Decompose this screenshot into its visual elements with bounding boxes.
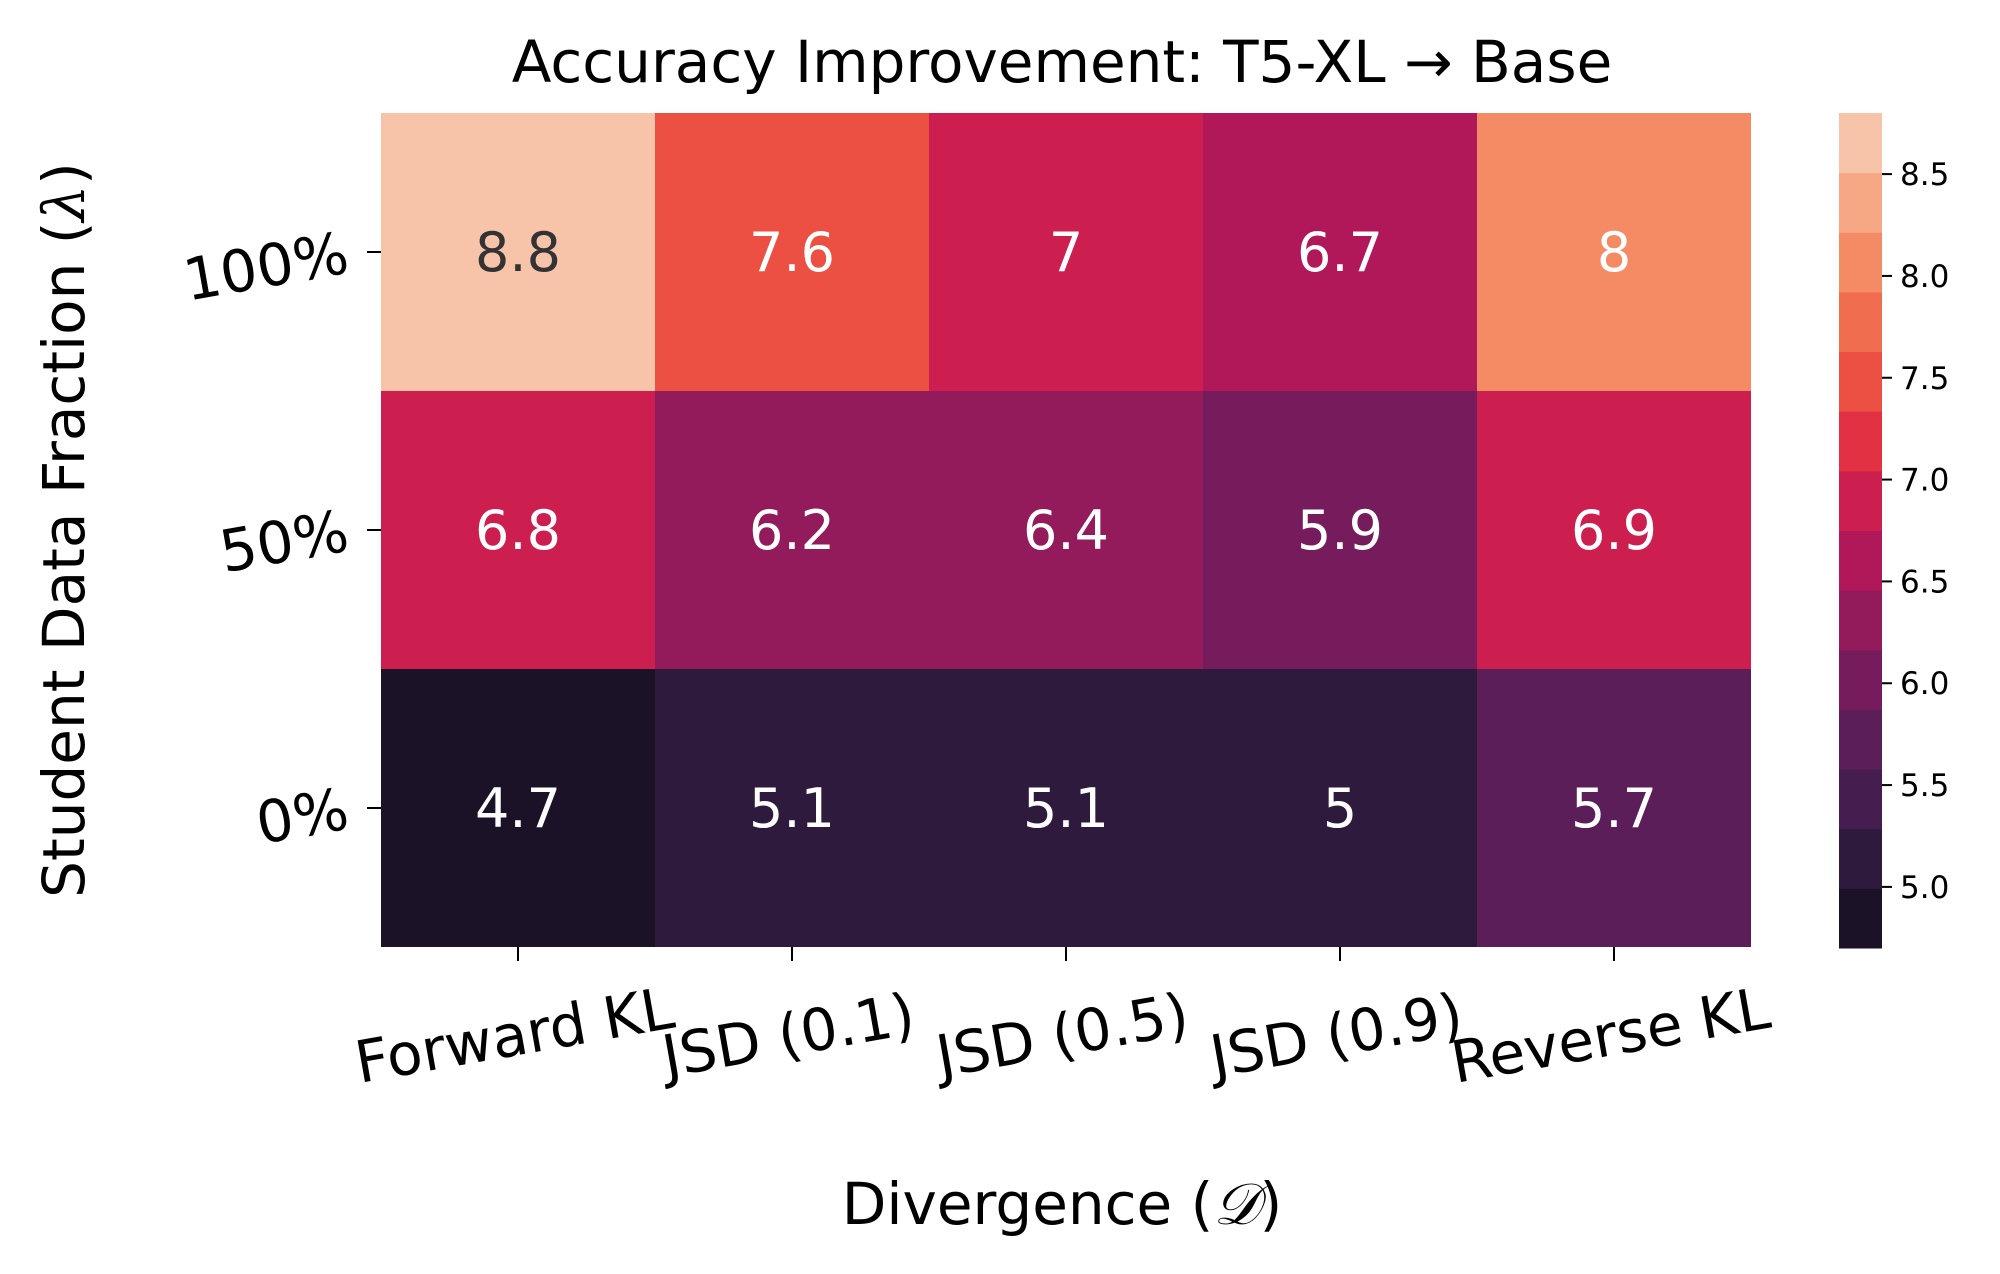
colorbar-segment <box>1839 769 1882 830</box>
heatmap-cell <box>1203 669 1477 947</box>
cell-value-label: 6.4 <box>1023 499 1109 562</box>
cell-value-label: 8 <box>1597 221 1631 284</box>
x-tick-label: Forward KL <box>350 974 679 1097</box>
colorbar-segment <box>1839 470 1882 531</box>
heatmap-cell <box>655 113 929 391</box>
colorbar-segment <box>1839 649 1882 710</box>
colorbar-tick-label: 6.0 <box>1900 666 1949 702</box>
heatmap-cell <box>381 669 655 947</box>
cell-value-label: 5.1 <box>1023 777 1109 840</box>
cell-value-label: 8.8 <box>475 221 561 284</box>
cell-value-label: 4.7 <box>475 777 561 840</box>
x-tick-label: JSD (0.5) <box>928 980 1193 1092</box>
cell-value-label: 7 <box>1049 221 1083 284</box>
cell-value-label: 5.9 <box>1297 499 1383 562</box>
cell-value-label: 6.7 <box>1297 221 1383 284</box>
heatmap-cell <box>929 113 1203 391</box>
heatmap-cells: 8.8 7.6 7 6.7 8 6.8 6.2 6.4 5.9 6.9 4.7 5.1 5.1 5 5.7 <box>381 113 1751 947</box>
colorbar-tick-label: 5.5 <box>1900 768 1949 804</box>
heatmap-cell <box>1203 391 1477 669</box>
y-tick-label: 100% <box>178 219 353 315</box>
heatmap-cell <box>655 391 929 669</box>
cell-value-label: 6.9 <box>1571 499 1657 562</box>
heatmap-cell <box>1477 391 1751 669</box>
cell-value-label: 6.2 <box>749 499 835 562</box>
colorbar-ticks: 5.0 5.5 6.0 6.5 7.0 7.5 8.0 8.5 <box>1882 157 1949 906</box>
colorbar-segment <box>1839 232 1882 293</box>
colorbar-tick-label: 7.0 <box>1900 463 1949 499</box>
heatmap-cell <box>381 113 655 391</box>
x-tick-label: JSD (0.1) <box>654 980 919 1092</box>
colorbar-segment <box>1839 351 1882 412</box>
y-axis-label: Student Data Fraction (λ) <box>30 162 98 898</box>
colorbar <box>1839 113 1882 949</box>
heatmap-cell <box>655 669 929 947</box>
colorbar-segment <box>1839 172 1882 233</box>
colorbar-tick-label: 5.0 <box>1900 870 1949 906</box>
x-axis-label: Divergence (𝒟) <box>842 1170 1282 1238</box>
y-axis-label-prefix: Student Data Fraction ( <box>30 222 98 898</box>
heatmap-cell <box>929 669 1203 947</box>
colorbar-segment <box>1839 709 1882 770</box>
chart-title: Accuracy Improvement: T5-XL → Base <box>512 28 1613 96</box>
colorbar-segment <box>1839 590 1882 651</box>
x-tick-label: JSD (0.9) <box>1202 980 1467 1092</box>
colorbar-tick-label: 7.5 <box>1900 361 1949 397</box>
heatmap-cell <box>381 391 655 669</box>
colorbar-segment <box>1839 113 1882 174</box>
cell-value-label: 5.7 <box>1571 777 1657 840</box>
x-axis-label-prefix: Divergence ( <box>842 1170 1214 1238</box>
cell-value-label: 7.6 <box>749 221 835 284</box>
cell-value-label: 6.8 <box>475 499 561 562</box>
colorbar-tick-label: 6.5 <box>1900 564 1949 600</box>
y-tick-label: 0% <box>251 775 353 858</box>
colorbar-segment <box>1839 888 1882 949</box>
cell-value-label: 5.1 <box>749 777 835 840</box>
colorbar-segment <box>1839 411 1882 472</box>
heatmap-cell <box>1203 113 1477 391</box>
colorbar-tick-label: 8.5 <box>1900 157 1949 193</box>
y-axis-label-symbol: λ <box>30 185 98 224</box>
y-tick-label: 50% <box>215 497 354 586</box>
colorbar-segment <box>1839 828 1882 889</box>
heatmap-cell <box>1477 669 1751 947</box>
y-axis-label-suffix: ) <box>30 162 98 185</box>
colorbar-segment <box>1839 291 1882 353</box>
heatmap-cell <box>929 391 1203 669</box>
x-tick-label: Reverse KL <box>1446 974 1775 1097</box>
colorbar-tick-label: 8.0 <box>1900 259 1949 295</box>
heatmap-cell <box>1477 113 1751 391</box>
colorbar-segment <box>1839 530 1882 591</box>
cell-value-label: 5 <box>1323 777 1357 840</box>
x-axis-label-suffix: ) <box>1260 1170 1283 1238</box>
y-axis-ticks: 100% 50% 0% <box>178 219 381 858</box>
